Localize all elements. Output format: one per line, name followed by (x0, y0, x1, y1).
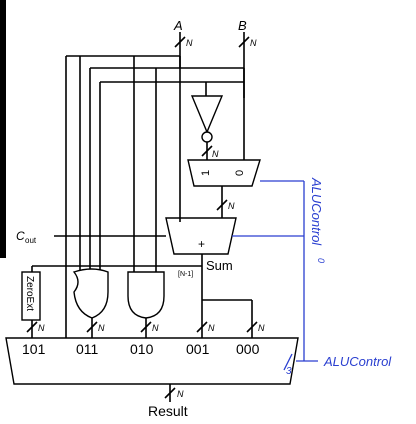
in000-width: N (258, 323, 265, 333)
alucontrol-label: ALUControl (323, 354, 392, 369)
mux-input-000: 000 (236, 341, 260, 357)
mux-input-001: 001 (186, 341, 210, 357)
alucontrol-bit0-sub: 0 (316, 258, 326, 263)
carry-out: C out (16, 229, 166, 245)
sum-output: Sum [N-1] (31, 254, 253, 338)
result-width: N (177, 389, 184, 399)
or-width: N (98, 323, 105, 333)
alucontrol-wires: 3 ALUControl ALUControl 0 (232, 177, 392, 377)
control-width: 3 (286, 366, 292, 377)
input-b-label: B (238, 18, 247, 33)
zeroext-width: N (38, 323, 45, 333)
alucontrol-bit0-label: ALUControl (309, 177, 324, 246)
inverter: N (190, 95, 224, 160)
mux-input-0: 0 (234, 170, 246, 176)
zeroext-label: ZeroExt (24, 276, 35, 311)
in001-width: N (208, 323, 215, 333)
input-b-width: N (250, 38, 257, 48)
result-label: Result (148, 403, 188, 419)
cout-subscript: out (25, 236, 37, 245)
b-bus-wires (89, 67, 245, 274)
zero-extend: ZeroExt N (21, 271, 45, 338)
mux-input-010: 010 (130, 341, 154, 357)
mux-input-011: 011 (76, 341, 99, 357)
input-a-label: A (173, 18, 183, 33)
sum-label: Sum (206, 258, 233, 273)
mux-input-101: 101 (22, 341, 46, 357)
mux-out-width: N (228, 201, 235, 211)
left-edge-bar (0, 0, 6, 258)
sum-bit-label: [N-1] (178, 271, 193, 278)
or-gate: N (72, 268, 109, 338)
inverter-width: N (212, 149, 219, 159)
and-width: N (152, 323, 159, 333)
input-a-port: A N (173, 18, 193, 68)
result-mux: 101 011 010 001 000 (5, 337, 299, 385)
adder-plus: + (198, 237, 205, 251)
result-output: N Result (148, 384, 188, 419)
adder: + (165, 217, 237, 255)
input-a-width: N (186, 38, 193, 48)
input-b-port: B N (238, 18, 257, 98)
adder-path-width-ticks: N N (196, 321, 265, 333)
mux-input-1: 1 (200, 170, 212, 176)
cout-label: C (16, 229, 25, 243)
and-gate: N (127, 271, 165, 338)
b-select-mux: 1 0 N (187, 159, 261, 218)
a-bus-wires (65, 55, 181, 338)
